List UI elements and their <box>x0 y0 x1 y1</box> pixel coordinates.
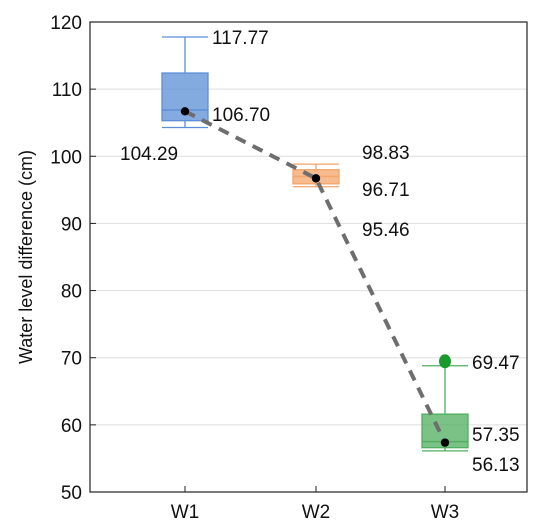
x-axis-ticks: W1 W2 W3 <box>171 486 460 523</box>
value-label: 57.35 <box>472 425 520 446</box>
value-label: 56.13 <box>472 455 520 476</box>
mean-point <box>440 438 450 447</box>
mean-point <box>180 107 190 116</box>
y-axis-label: Water level difference (cm) <box>16 150 36 364</box>
y-tick-label: 80 <box>61 282 82 303</box>
value-label: 96.71 <box>362 180 410 201</box>
value-label: 117.77 <box>212 28 269 49</box>
value-label: 104.29 <box>120 144 178 165</box>
x-tick-label: W2 <box>302 502 331 523</box>
y-tick-label: 50 <box>61 483 82 504</box>
x-tick-label: W1 <box>171 502 200 523</box>
box-w3 <box>421 354 469 452</box>
y-tick-label: 60 <box>61 416 82 437</box>
y-tick-label: 90 <box>61 214 82 235</box>
value-label: 106.70 <box>212 105 270 126</box>
mean-trend-line <box>184 109 447 444</box>
y-tick-label: 100 <box>50 147 82 168</box>
y-axis-ticks: 50 60 70 80 90 100 110 120 <box>50 13 96 504</box>
value-label: 95.46 <box>362 220 410 241</box>
x-tick-label: W3 <box>431 502 460 523</box>
boxes <box>161 36 469 452</box>
mean-points <box>180 107 450 447</box>
outlier-point <box>439 354 451 369</box>
value-label: 69.47 <box>472 353 520 374</box>
mean-point <box>311 174 321 183</box>
value-label: 98.83 <box>362 143 410 164</box>
plot-frame <box>89 21 528 493</box>
y-tick-label: 110 <box>52 80 82 101</box>
grid-lines <box>90 88 527 426</box>
y-tick-label: 70 <box>61 349 82 370</box>
y-tick-label: 120 <box>50 13 82 34</box>
value-annotations: 117.77 106.70 104.29 98.83 96.71 95.46 69.47 57… <box>120 28 520 476</box>
